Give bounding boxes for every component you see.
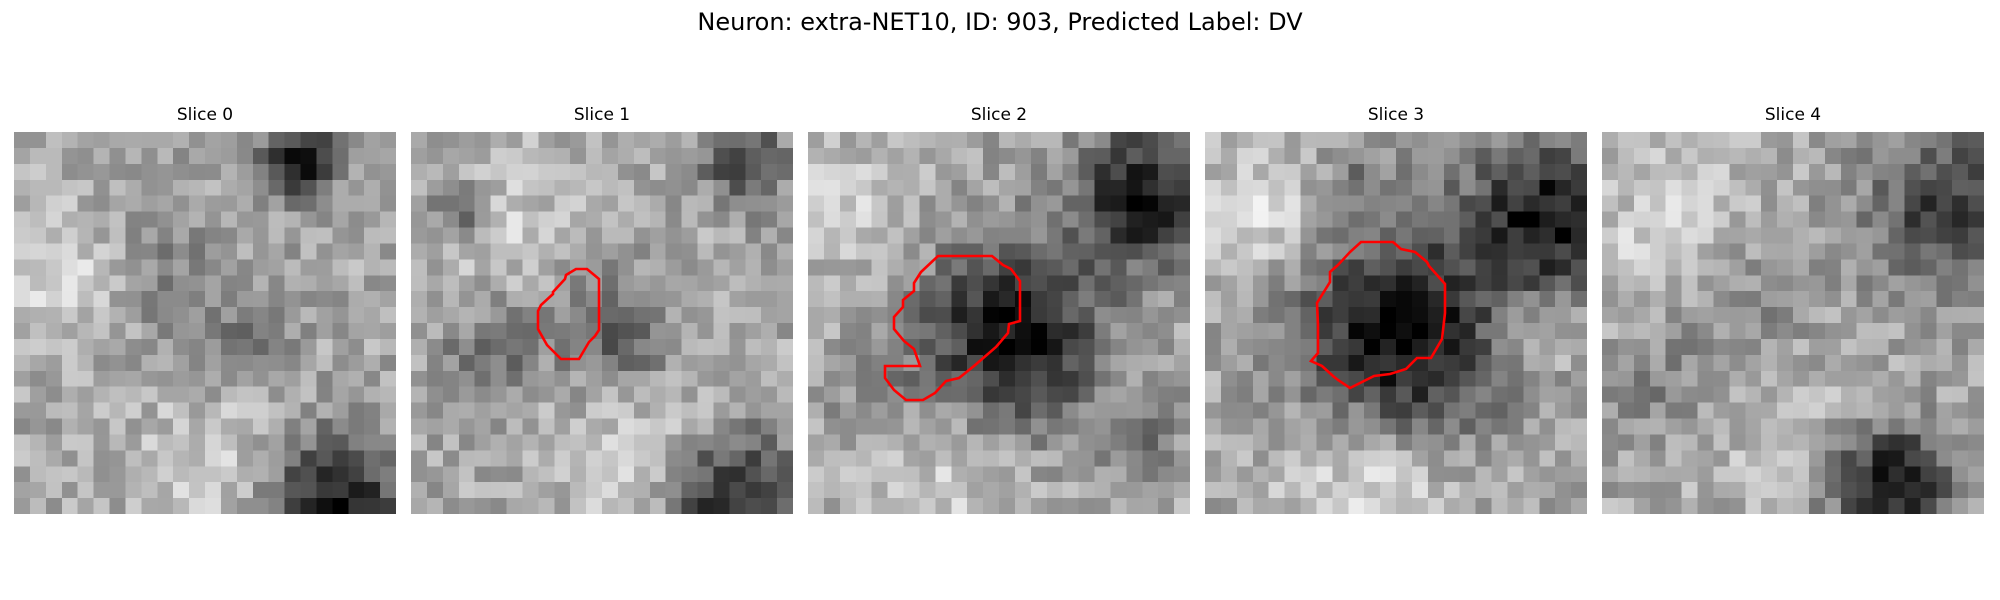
slice-image-0 <box>14 132 396 514</box>
slice-title-0: Slice 0 <box>176 105 234 125</box>
slice-panel-1: Slice 1 <box>411 104 793 514</box>
slice-panel-3: Slice 3 <box>1205 104 1587 514</box>
slice-image-3 <box>1205 132 1587 514</box>
slice-image-1 <box>411 132 793 514</box>
slice-title-2: Slice 2 <box>970 105 1028 125</box>
slice-image-2 <box>808 132 1190 514</box>
slice-panel-4: Slice 4 <box>1602 104 1984 514</box>
slice-panel-0: Slice 0 <box>14 104 396 514</box>
figure-title: Neuron: extra-NET10, ID: 903, Predicted … <box>697 8 1303 36</box>
slice-title-3: Slice 3 <box>1367 105 1425 125</box>
slice-title-4: Slice 4 <box>1764 105 1822 125</box>
slice-panel-2: Slice 2 <box>808 104 1190 514</box>
slice-title-1: Slice 1 <box>573 105 631 125</box>
slice-image-4 <box>1602 132 1984 514</box>
